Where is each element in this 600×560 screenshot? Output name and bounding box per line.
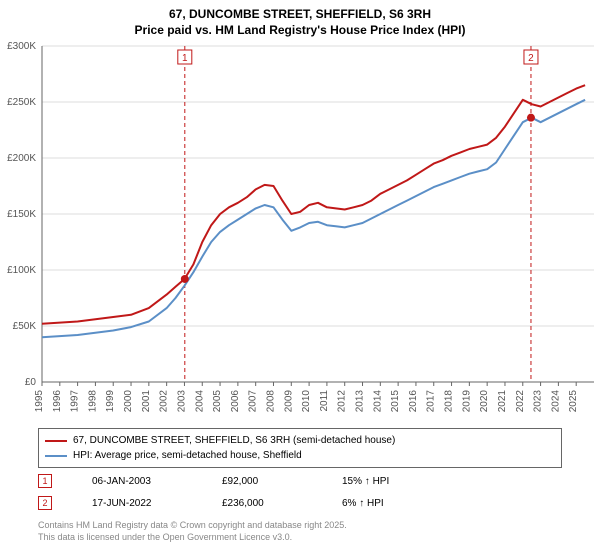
marker-price: £236,000 [222,498,342,509]
x-tick-label: 1999 [105,390,116,413]
x-tick-label: 2014 [372,390,383,413]
x-tick-label: 2007 [248,390,259,413]
x-tick-label: 1996 [52,390,63,413]
attribution: Contains HM Land Registry data © Crown c… [38,520,347,543]
y-tick-label: £100K [7,265,36,276]
x-tick-label: 2017 [426,390,437,413]
x-tick-label: 1997 [70,390,81,413]
title-line-1: 67, DUNCOMBE STREET, SHEFFIELD, S6 3RH [0,6,600,22]
x-tick-label: 2002 [159,390,170,413]
y-tick-label: £50K [13,321,37,332]
legend-swatch [45,455,67,457]
x-tick-label: 2018 [444,390,455,413]
x-tick-label: 2004 [194,390,205,413]
y-tick-label: £200K [7,153,36,164]
legend-swatch [45,440,67,442]
x-tick-label: 2001 [141,390,152,413]
marker-number-badge: 2 [38,496,52,510]
sale-point [181,275,189,283]
x-tick-label: 2011 [319,390,330,412]
marker-number-badge: 1 [38,474,52,488]
x-tick-label: 2016 [408,390,419,413]
x-tick-label: 2023 [533,390,544,413]
x-tick-label: 2010 [301,390,312,413]
x-tick-label: 2021 [497,390,508,413]
marker-row: 2 17-JUN-2022£236,0006% ↑ HPI [38,492,562,514]
sale-markers-table: 1 06-JAN-2003£92,00015% ↑ HPI 2 17-JUN-2022… [38,470,562,514]
x-tick-label: 1995 [34,390,45,413]
legend-item: HPI: Average price, semi-detached house,… [45,448,555,463]
y-tick-label: £0 [25,377,37,388]
x-tick-label: 2019 [461,390,472,413]
x-tick-label: 2024 [550,390,561,413]
legend-label: 67, DUNCOMBE STREET, SHEFFIELD, S6 3RH (… [73,433,395,448]
x-tick-label: 2022 [515,390,526,413]
x-tick-label: 2003 [176,390,187,413]
sale-point [527,114,535,122]
x-tick-label: 2012 [337,390,348,413]
legend-label: HPI: Average price, semi-detached house,… [73,448,302,463]
x-tick-label: 2020 [479,390,490,413]
y-tick-label: £300K [7,41,36,52]
attribution-line-2: This data is licensed under the Open Gov… [38,532,347,544]
y-tick-label: £250K [7,97,36,108]
marker-row: 1 06-JAN-2003£92,00015% ↑ HPI [38,470,562,492]
x-tick-label: 2009 [283,390,294,413]
marker-date: 17-JUN-2022 [92,498,222,509]
y-tick-label: £150K [7,209,36,220]
x-tick-label: 2000 [123,390,134,413]
legend: 67, DUNCOMBE STREET, SHEFFIELD, S6 3RH (… [38,428,562,468]
x-tick-label: 2013 [355,390,366,413]
x-tick-label: 2008 [265,390,276,413]
price-chart: £0 £50K £100K £150K £200K £250K £300K 1995 1996 1… [0,40,600,420]
marker-number: 1 [182,53,188,64]
x-tick-label: 1998 [87,390,98,413]
marker-number: 2 [528,53,534,64]
marker-delta: 15% ↑ HPI [342,476,442,487]
x-tick-label: 2015 [390,390,401,413]
x-tick-label: 2006 [230,390,241,413]
attribution-line-1: Contains HM Land Registry data © Crown c… [38,520,347,532]
legend-item: 67, DUNCOMBE STREET, SHEFFIELD, S6 3RH (… [45,433,555,448]
marker-delta: 6% ↑ HPI [342,498,442,509]
x-tick-label: 2025 [568,390,579,413]
chart-title: 67, DUNCOMBE STREET, SHEFFIELD, S6 3RH P… [0,0,600,38]
title-line-2: Price paid vs. HM Land Registry's House … [0,22,600,38]
marker-date: 06-JAN-2003 [92,476,222,487]
x-tick-label: 2005 [212,390,223,413]
marker-price: £92,000 [222,476,342,487]
